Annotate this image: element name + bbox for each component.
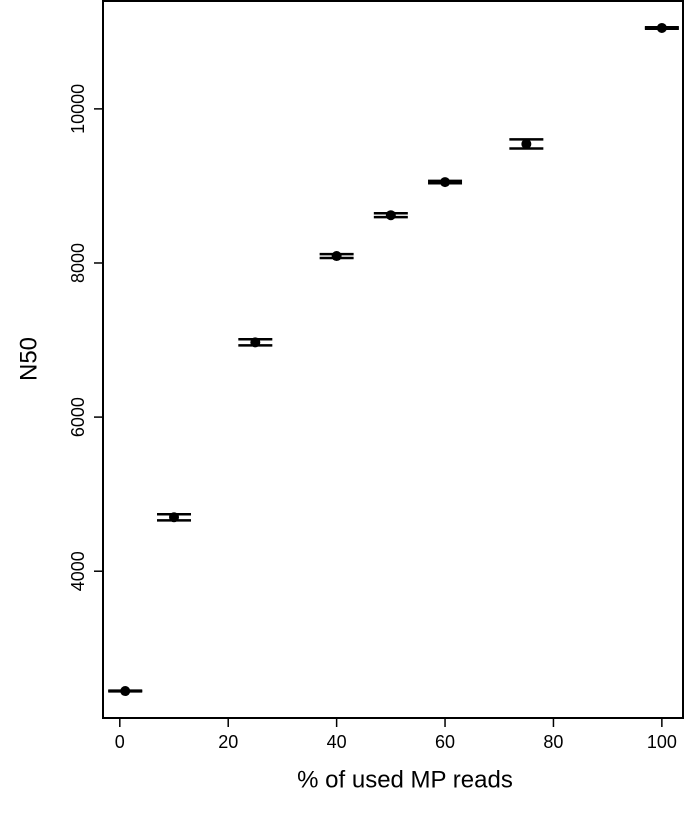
y-axis-label: N50 bbox=[15, 337, 42, 381]
x-tick-label: 100 bbox=[647, 732, 677, 752]
x-tick-label: 80 bbox=[543, 732, 563, 752]
point bbox=[521, 138, 532, 149]
point bbox=[385, 210, 396, 221]
y-tick-label: 4000 bbox=[68, 551, 88, 591]
point bbox=[120, 686, 131, 697]
point bbox=[440, 177, 451, 188]
x-tick-label: 60 bbox=[435, 732, 455, 752]
x-tick-label: 20 bbox=[218, 732, 238, 752]
x-tick-label: 40 bbox=[327, 732, 347, 752]
point bbox=[331, 251, 342, 262]
point bbox=[169, 512, 180, 523]
y-tick-label: 10000 bbox=[68, 84, 88, 134]
point bbox=[250, 337, 261, 348]
x-axis-label: % of used MP reads bbox=[297, 766, 513, 793]
y-tick-label: 6000 bbox=[68, 397, 88, 437]
x-tick-label: 0 bbox=[115, 732, 125, 752]
y-tick-label: 8000 bbox=[68, 243, 88, 283]
plot-frame bbox=[102, 0, 684, 719]
point bbox=[656, 22, 667, 33]
